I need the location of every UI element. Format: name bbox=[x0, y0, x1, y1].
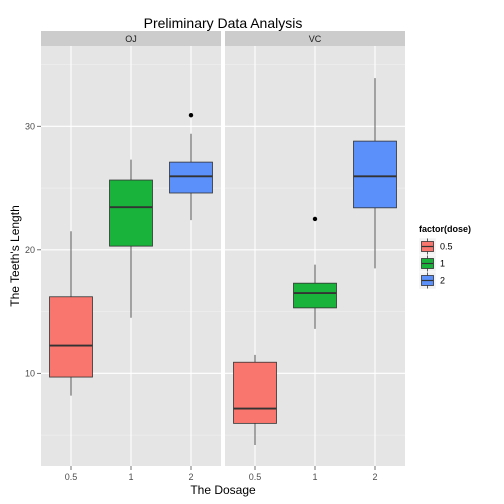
box-iqr bbox=[109, 179, 153, 247]
panel-strip-vc bbox=[225, 31, 405, 46]
box-iqr bbox=[49, 296, 93, 378]
x-axis: 0.5 1 2 0.5 1 2 bbox=[65, 466, 378, 482]
panel-oj: OJ bbox=[41, 31, 221, 466]
box-vc-0.5 bbox=[233, 354, 277, 445]
boxes-oj bbox=[49, 112, 213, 396]
x-tick-label: 2 bbox=[188, 472, 193, 482]
legend-title: factor(dose) bbox=[419, 224, 471, 234]
panel-vc: VC bbox=[225, 31, 405, 466]
legend-item-label: 2 bbox=[440, 276, 445, 286]
legend-item-label: 1 bbox=[440, 259, 445, 269]
x-tick-label: 1 bbox=[128, 472, 133, 482]
x-tick-label: 0.5 bbox=[65, 472, 78, 482]
y-tick-label: 30 bbox=[25, 121, 35, 131]
x-tick-label: 0.5 bbox=[249, 472, 262, 482]
box-oj-1 bbox=[109, 159, 153, 318]
y-axis-label: The Teeth's Length bbox=[8, 205, 22, 306]
box-oj-0.5 bbox=[49, 231, 93, 396]
x-tick-label: 1 bbox=[312, 472, 317, 482]
x-tick-label: 2 bbox=[372, 472, 377, 482]
box-oj-2 bbox=[169, 112, 213, 221]
outlier-point bbox=[312, 216, 318, 222]
panel-strip-oj bbox=[41, 31, 221, 46]
box-iqr bbox=[293, 282, 337, 309]
box-iqr bbox=[233, 361, 277, 424]
outlier-point bbox=[188, 112, 194, 118]
panel-label-vc: VC bbox=[309, 34, 322, 44]
box-iqr bbox=[169, 161, 213, 194]
y-tick-label: 20 bbox=[25, 245, 35, 255]
legend: factor(dose) 0.5 1 2 bbox=[418, 224, 471, 290]
chart-title: Preliminary Data Analysis bbox=[144, 15, 303, 31]
panel-label-oj: OJ bbox=[125, 34, 137, 44]
box-iqr bbox=[353, 140, 397, 209]
y-axis: 10 20 30 bbox=[25, 121, 41, 378]
y-tick-label: 10 bbox=[25, 368, 35, 378]
boxes-vc bbox=[233, 78, 397, 445]
box-vc-1 bbox=[293, 216, 337, 329]
box-vc-2 bbox=[353, 78, 397, 269]
x-axis-label: The Dosage bbox=[190, 483, 256, 497]
legend-item-label: 0.5 bbox=[440, 242, 453, 252]
